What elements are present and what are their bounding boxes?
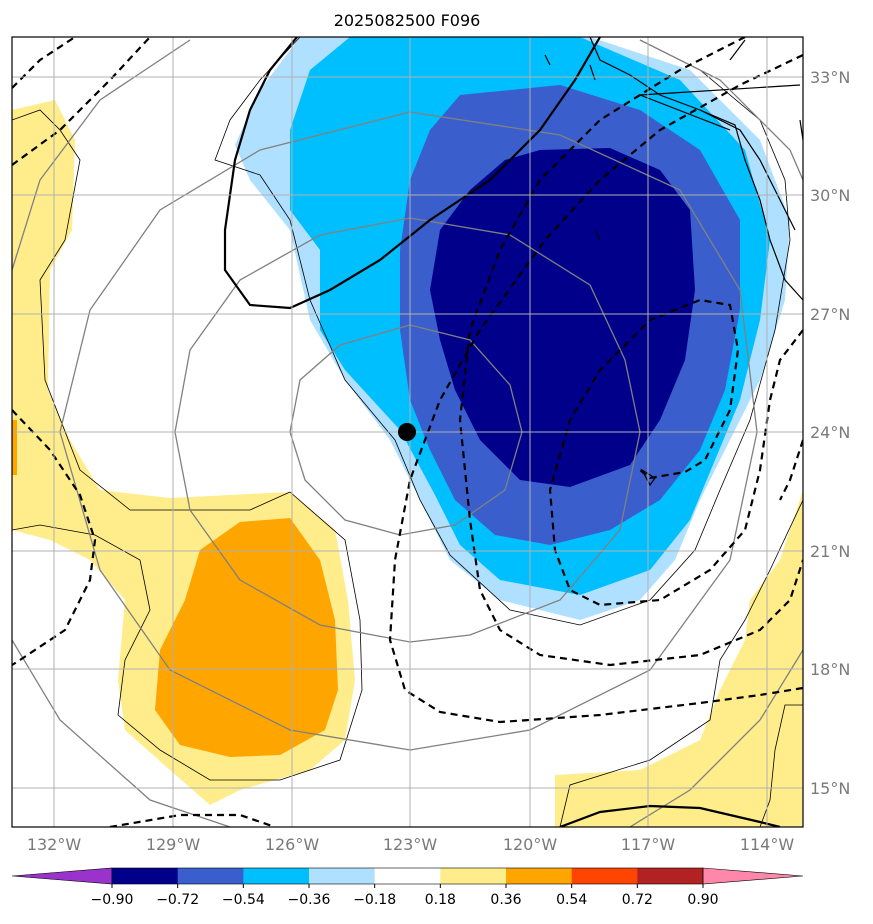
lat-tick-labels: 33°N 30°N 27°N 24°N 21°N 18°N 15°N xyxy=(810,68,850,798)
colorbar-label: 0.18 xyxy=(425,892,456,908)
colorbar-label: −0.18 xyxy=(353,892,396,908)
colorbar: −0.90 −0.72 −0.54 −0.36 −0.18 0.18 0.36 0.54 0.7… xyxy=(11,867,804,908)
lat-tick-label: 18°N xyxy=(810,660,850,679)
lat-tick-label: 24°N xyxy=(810,423,850,442)
colorbar-label: −0.54 xyxy=(222,892,265,908)
lon-tick-label: 126°W xyxy=(265,835,320,854)
colorbar-swatch xyxy=(374,868,441,884)
solid-contours xyxy=(223,37,781,827)
lon-tick-labels: 132°W 129°W 126°W 123°W 120°W 117°W 114°… xyxy=(27,835,795,854)
center-marker xyxy=(398,423,416,441)
colorbar-swatch xyxy=(243,868,310,884)
lat-tick-label: 27°N xyxy=(810,305,850,324)
colorbar-label: 0.72 xyxy=(622,892,653,908)
colorbar-extend-high xyxy=(702,867,804,885)
dashed-contours xyxy=(12,37,803,827)
lon-tick-label: 114°W xyxy=(740,835,795,854)
colorbar-label: 0.90 xyxy=(687,892,718,908)
colorbar-label: 0.36 xyxy=(490,892,521,908)
lon-tick-label: 123°W xyxy=(383,835,438,854)
lon-tick-label: 120°W xyxy=(503,835,558,854)
colorbar-label: −0.36 xyxy=(288,892,331,908)
lat-tick-label: 15°N xyxy=(810,779,850,798)
colorbar-label: −0.72 xyxy=(156,892,199,908)
colorbar-outline xyxy=(111,867,704,885)
colorbar-swatch xyxy=(440,868,507,884)
colorbar-label: 0.54 xyxy=(556,892,587,908)
lat-tick-label: 21°N xyxy=(810,542,850,561)
fill-lightyellow-southeast xyxy=(555,490,803,827)
colorbar-swatch xyxy=(112,868,179,884)
lon-tick-label: 117°W xyxy=(621,835,676,854)
map-panel xyxy=(12,37,803,827)
colorbar-label: −0.90 xyxy=(91,892,134,908)
lon-tick-label: 132°W xyxy=(27,835,82,854)
gridlines xyxy=(12,37,803,827)
colorbar-swatch xyxy=(309,868,376,884)
colorbar-extend-low xyxy=(11,867,113,885)
colorbar-swatch xyxy=(177,868,244,884)
colorbar-swatch xyxy=(637,868,704,884)
lon-tick-label: 129°W xyxy=(146,835,201,854)
lat-tick-label: 33°N xyxy=(810,68,850,87)
colorbar-swatch xyxy=(571,868,638,884)
map-title: 2025082500 F096 xyxy=(334,11,481,30)
lat-tick-label: 30°N xyxy=(810,186,850,205)
colorbar-swatch xyxy=(506,868,573,884)
map-frame xyxy=(11,36,804,828)
